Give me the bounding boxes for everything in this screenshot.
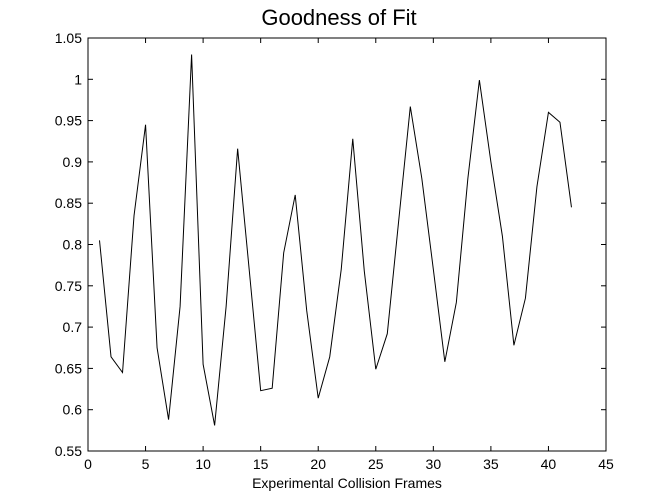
x-tick-label: 20 [310,456,326,472]
x-tick-labels: 0 5 10 15 20 25 30 35 40 45 [84,456,614,472]
x-tick-label: 40 [541,456,557,472]
x-axis-label: Experimental Collision Frames [252,475,442,491]
x-tick-label: 45 [598,456,614,472]
y-tick-label: 0.65 [55,360,82,376]
plot-area [87,37,607,452]
y-tick-label: 0.8 [63,237,83,253]
y-tick-label: 0.9 [63,154,83,170]
x-tick-label: 10 [195,456,211,472]
series-line [99,54,572,426]
tick-marks [87,37,607,452]
x-tick-label: 15 [253,456,269,472]
x-tick-label: 30 [426,456,442,472]
chart-title: Goodness of Fit [261,5,416,30]
y-tick-label: 0.7 [63,319,83,335]
x-tick-label: 0 [84,456,92,472]
y-tick-label: 1 [74,71,82,87]
y-tick-label: 0.75 [55,278,82,294]
y-tick-label: 0.95 [55,113,82,129]
x-tick-label: 25 [368,456,384,472]
x-tick-label: 35 [483,456,499,472]
y-tick-label: 1.05 [55,30,82,46]
series-group [99,54,572,426]
y-tick-label: 0.85 [55,195,82,211]
y-tick-label: 0.6 [63,402,83,418]
y-tick-label: 0.55 [55,443,82,459]
y-tick-labels: 0.55 0.6 0.65 0.7 0.75 0.8 0.85 0.9 0.95 1 1.05 [55,30,82,459]
x-tick-label: 5 [142,456,150,472]
